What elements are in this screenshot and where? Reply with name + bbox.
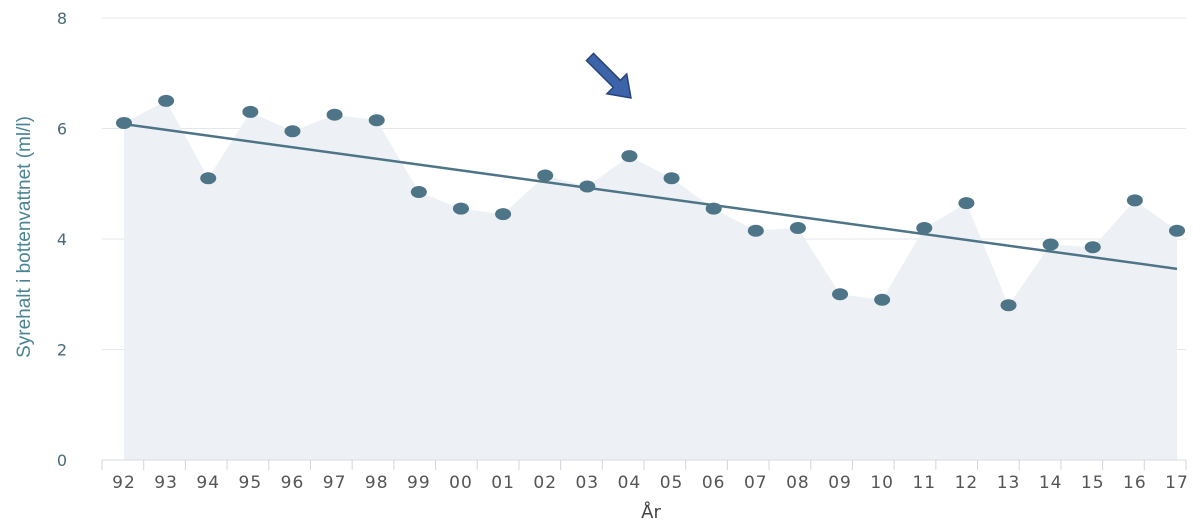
data-points	[116, 94, 1185, 312]
x-tick-label: 98	[365, 473, 389, 493]
x-tick-label: 08	[786, 473, 810, 493]
trend-line	[123, 122, 1178, 271]
x-tick-label: 92	[112, 473, 136, 493]
y-tick-label: 2	[57, 341, 67, 360]
data-point	[621, 150, 638, 163]
data-point	[1126, 194, 1143, 207]
x-tick-label: 96	[281, 473, 305, 493]
x-tick-label: 17	[1165, 473, 1189, 493]
arrow-annotation	[585, 52, 632, 99]
data-point	[705, 202, 722, 215]
x-tick-label: 99	[407, 473, 431, 493]
data-point	[537, 169, 554, 182]
data-point	[284, 125, 301, 138]
data-point	[116, 116, 132, 129]
x-tick-label: 13	[997, 473, 1021, 493]
x-tick-label: 05	[660, 473, 684, 493]
x-axis: 92 93 94 95 96 97 98 99 00 01 02 03 04 05 06 07 08 09 10 11…	[101, 459, 1189, 493]
x-axis-title: År	[641, 501, 661, 523]
x-tick-label: 00	[449, 473, 473, 493]
y-tick-label: 8	[57, 9, 67, 28]
x-tick-label: 16	[1123, 473, 1147, 493]
data-point	[1042, 238, 1059, 251]
y-axis-ticks: 0 2 4 6 8	[57, 9, 67, 470]
x-tick-label: 07	[744, 473, 768, 493]
x-tick-label: 94	[196, 473, 220, 493]
x-tick-label: 01	[491, 473, 515, 493]
data-point	[663, 172, 680, 185]
data-point	[1084, 241, 1101, 254]
x-tick-label: 97	[323, 473, 347, 493]
y-tick-label: 0	[57, 451, 67, 470]
x-tick-label: 12	[955, 473, 979, 493]
data-point	[579, 180, 596, 193]
x-tick-label: 14	[1039, 473, 1063, 493]
data-point	[1169, 224, 1185, 237]
data-point	[832, 288, 849, 301]
x-tick-label: 09	[828, 473, 852, 493]
data-point	[326, 108, 343, 121]
data-point	[368, 114, 385, 127]
y-axis-title: Syrehalt i bottenvattnet (ml/l)	[14, 116, 35, 358]
data-point	[495, 208, 512, 221]
x-tick-label: 15	[1081, 473, 1105, 493]
y-tick-label: 4	[57, 230, 67, 249]
x-tick-label: 06	[702, 473, 726, 493]
data-point	[1000, 299, 1017, 312]
data-point	[874, 293, 891, 306]
data-point	[452, 202, 469, 215]
x-tick-label: 03	[575, 473, 599, 493]
arrow-icon	[585, 52, 632, 99]
data-point	[410, 186, 427, 199]
x-tick-label: 10	[870, 473, 894, 493]
x-tick-label: 04	[618, 473, 642, 493]
x-tick-label: 02	[533, 473, 557, 493]
x-tick-label: 93	[154, 473, 178, 493]
data-point	[200, 172, 217, 185]
x-tick-label: 95	[239, 473, 263, 493]
y-tick-label: 6	[57, 120, 67, 139]
series-area	[124, 100, 1177, 460]
data-point	[958, 197, 975, 210]
data-point	[789, 221, 806, 234]
data-point	[242, 105, 259, 118]
data-point	[747, 224, 764, 237]
data-point	[158, 94, 175, 107]
x-tick-label: 11	[912, 473, 936, 493]
data-point	[916, 221, 933, 234]
